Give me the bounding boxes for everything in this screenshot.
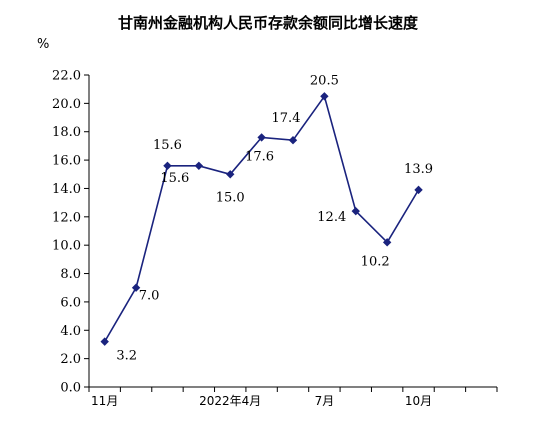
x-tick-label: 11月 [91, 394, 118, 408]
data-point-marker [288, 136, 298, 145]
y-tick-label: 12.0 [52, 210, 81, 225]
data-point-marker [131, 283, 141, 292]
data-label: 20.5 [310, 73, 339, 88]
data-labels: 3.2 7.0 15.6 15.6 15.0 17.6 17.4 20.5 12.4 10.2 13… [116, 73, 433, 363]
y-tick-label: 0.0 [60, 381, 81, 396]
data-label: 13.9 [404, 162, 433, 177]
y-ticks: 0.0 2.0 4.0 6.0 8.0 10.0 12.0 14.0 16.0 18.0 20.0 2… [52, 69, 89, 396]
x-tick-label: 2022年4月 [199, 394, 261, 408]
data-label: 3.2 [116, 349, 137, 364]
y-tick-label: 20.0 [52, 97, 81, 112]
data-point-marker [163, 161, 172, 170]
y-tick-label: 8.0 [60, 267, 81, 282]
data-label: 17.6 [245, 149, 274, 164]
y-tick-label: 22.0 [52, 69, 81, 84]
data-label: 15.0 [216, 190, 245, 205]
data-label: 15.6 [160, 171, 189, 186]
data-label: 15.6 [153, 138, 182, 153]
y-tick-label: 14.0 [52, 182, 81, 197]
y-unit-label: % [37, 37, 49, 52]
chart-title: 甘南州金融机构人民币存款余额同比增长速度 [118, 14, 419, 32]
series-line [100, 92, 423, 346]
axes [88, 75, 497, 388]
y-tick-label: 18.0 [52, 125, 81, 140]
data-point-marker [351, 206, 360, 216]
y-tick-label: 4.0 [60, 324, 81, 339]
data-label: 12.4 [317, 210, 346, 225]
data-point-marker [257, 133, 266, 142]
data-point-marker [226, 170, 235, 179]
x-ticks: 11月 2022年4月 7月 10月 [88, 387, 498, 408]
data-point-marker [194, 161, 204, 170]
data-point-marker [320, 92, 329, 101]
data-label: 17.4 [272, 111, 301, 126]
data-label: 10.2 [361, 254, 390, 269]
y-tick-label: 2.0 [60, 352, 81, 367]
data-point-marker [382, 238, 392, 247]
x-tick-label: 7月 [315, 394, 335, 408]
x-tick-label: 10月 [405, 394, 432, 408]
y-tick-label: 10.0 [52, 239, 81, 254]
data-label: 7.0 [139, 289, 160, 304]
y-tick-label: 16.0 [52, 154, 81, 169]
data-point-marker [414, 185, 423, 195]
y-tick-label: 6.0 [60, 295, 81, 310]
series-polyline [104, 94, 420, 343]
data-point-marker [100, 337, 109, 346]
